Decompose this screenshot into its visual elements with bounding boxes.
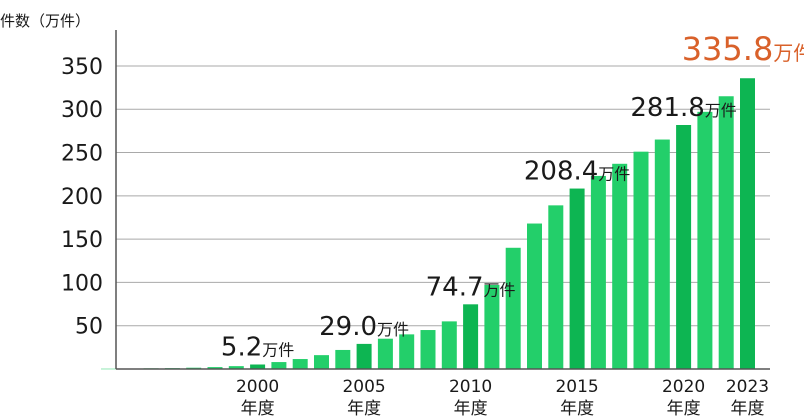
bar-2010	[463, 304, 479, 369]
bar-annotation-2000: 5.2万件	[221, 332, 294, 362]
x-tick-label: 2010	[449, 377, 492, 397]
bar-2023	[740, 78, 755, 369]
y-tick-label: 200	[61, 185, 103, 210]
bar-2016	[590, 175, 606, 369]
x-tick-label-unit: 年度	[560, 399, 594, 419]
bar-2018	[633, 151, 649, 369]
bar-2001	[271, 362, 287, 369]
x-tick-label: 2020	[662, 377, 705, 397]
bar-2008	[420, 330, 436, 369]
bar-2009	[441, 321, 457, 369]
bar-annotation-2005: 29.0万件	[319, 312, 409, 342]
bar-2012	[505, 247, 521, 369]
y-tick-labels: 50 100 150 200 250 300 350	[61, 55, 103, 340]
x-tick-label-unit: 年度	[731, 399, 765, 419]
bar-1993	[101, 368, 116, 370]
bar-2005	[356, 343, 372, 369]
bars	[101, 78, 755, 370]
x-tick-label: 2000	[236, 377, 279, 397]
bar-annotation-2023: 335.8万件	[682, 30, 804, 68]
bar-2022	[718, 96, 734, 369]
y-tick-label: 250	[61, 142, 103, 167]
bar-2004	[335, 349, 351, 369]
y-tick-label: 350	[61, 55, 103, 80]
x-tick-label: 2005	[342, 377, 385, 397]
bar-1999	[228, 366, 244, 369]
bar-2019	[654, 139, 670, 369]
y-tick-label: 50	[75, 315, 103, 340]
bar-2006	[377, 338, 393, 369]
bar-annotation-2020: 281.8万件	[630, 93, 736, 123]
grid-lines	[116, 65, 770, 327]
bar-2000	[250, 364, 266, 369]
bar-2015	[569, 188, 585, 369]
bar-annotations: 5.2万件 29.0万件 74.7万件 208.4万件 281.8万件 335.8万件	[221, 30, 804, 362]
x-tick-label-unit: 年度	[454, 399, 488, 419]
bar-2011	[484, 285, 500, 369]
bar-2003	[314, 355, 329, 369]
x-tick-label: 2023	[726, 377, 769, 397]
bar-2021	[697, 111, 713, 370]
y-axis-label: 件数（万件）	[0, 12, 90, 30]
bar-2007	[399, 334, 415, 369]
bar-annotation-2015: 208.4万件	[524, 157, 630, 187]
x-tick-label-unit: 年度	[347, 399, 381, 419]
bar-2014	[548, 205, 564, 369]
bar-1998	[207, 367, 223, 369]
x-tick-label: 2015	[555, 377, 598, 397]
x-tick-label-unit: 年度	[241, 399, 275, 419]
y-tick-label: 100	[61, 271, 103, 296]
bar-2013	[527, 223, 542, 369]
bar-2017	[612, 163, 628, 369]
bar-2002	[292, 359, 308, 369]
bar-2020	[676, 124, 692, 369]
bar-annotation-2010: 74.7万件	[426, 272, 516, 302]
x-tick-label-unit: 年度	[667, 399, 701, 419]
y-tick-label: 300	[61, 98, 103, 123]
y-tick-label: 150	[61, 228, 103, 253]
